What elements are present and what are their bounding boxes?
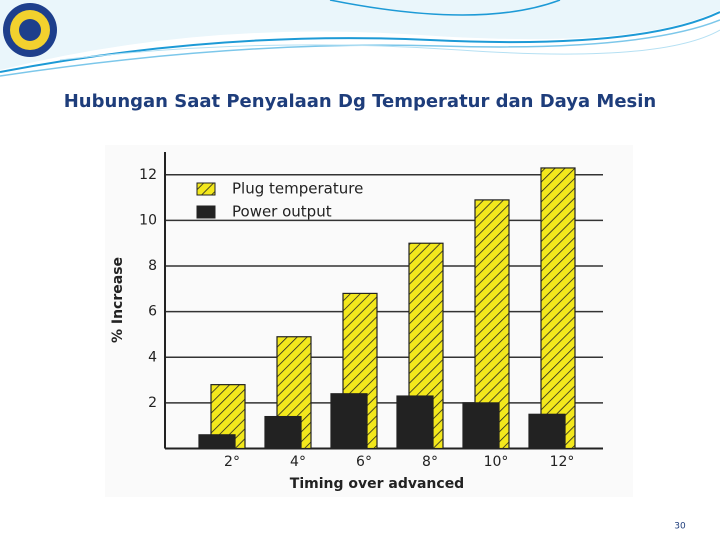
x-tick-label: 8° xyxy=(422,454,438,470)
legend-swatch xyxy=(196,182,216,196)
bar xyxy=(540,167,576,450)
y-tick-label: 8 xyxy=(148,258,157,274)
legend-swatch xyxy=(196,205,216,219)
header-decoration xyxy=(0,0,720,77)
y-axis-label: % Increase xyxy=(110,257,126,343)
legend-label: Power output xyxy=(232,203,332,221)
bar xyxy=(330,393,368,450)
chart: 2 4 6 8 10 12 % Increase Timing over advanced 2°… xyxy=(110,152,603,492)
y-tick-label: 2 xyxy=(148,395,157,411)
x-axis-label: Timing over advanced xyxy=(290,476,464,492)
x-tick-label: 6° xyxy=(356,454,372,470)
x-tick-label: 4° xyxy=(290,454,306,470)
y-tick-label: 10 xyxy=(139,212,157,228)
bar xyxy=(462,402,500,450)
bar xyxy=(396,395,434,450)
x-tick-label: 10° xyxy=(484,454,509,470)
bar xyxy=(264,415,302,450)
y-tick-label: 12 xyxy=(139,167,157,183)
y-tick-label: 6 xyxy=(148,304,157,320)
slide-title: Hubungan Saat Penyalaan Dg Temperatur da… xyxy=(64,91,657,112)
x-tick-label: 2° xyxy=(224,454,240,470)
y-tick-label: 4 xyxy=(148,349,157,365)
bar xyxy=(198,434,236,450)
page-number: 30 xyxy=(674,522,686,532)
bar xyxy=(528,413,566,450)
x-tick-label: 12° xyxy=(550,454,575,470)
legend-label: Plug temperature xyxy=(232,180,363,198)
